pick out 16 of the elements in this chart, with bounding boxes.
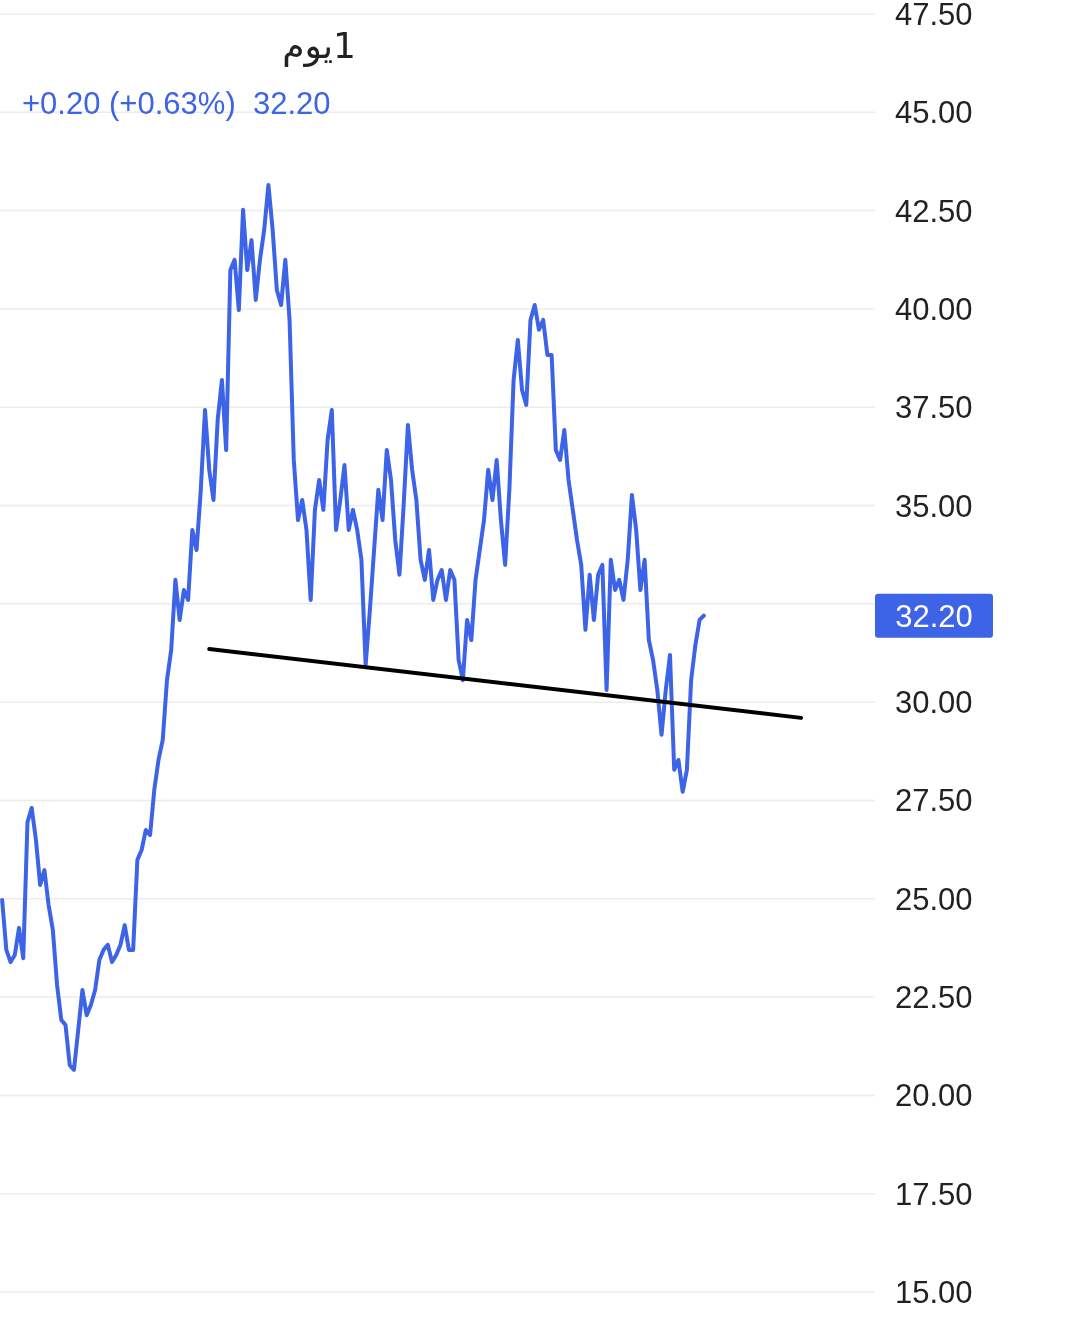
y-tick-label: 27.50 (895, 783, 973, 819)
chart-title: 1يوم (281, 24, 356, 69)
y-tick-label: 45.00 (895, 95, 973, 131)
y-tick-label: 17.50 (895, 1176, 973, 1212)
y-tick-label: 42.50 (895, 193, 973, 229)
y-tick-label: 40.00 (895, 291, 973, 327)
price-label: 32.20 (875, 593, 993, 638)
y-tick-label: 20.00 (895, 1078, 973, 1114)
y-tick-label: 25.00 (895, 881, 973, 917)
y-tick-label: 47.50 (895, 0, 973, 32)
y-tick-label: 37.50 (895, 390, 973, 426)
y-tick-label: 15.00 (895, 1275, 973, 1310)
y-tick-label: 22.50 (895, 980, 973, 1016)
y-tick-label: 35.00 (895, 488, 973, 524)
text: +0.20 (+0.63%) 32.20 (22, 85, 331, 123)
y-tick-label: 30.00 (895, 685, 973, 721)
